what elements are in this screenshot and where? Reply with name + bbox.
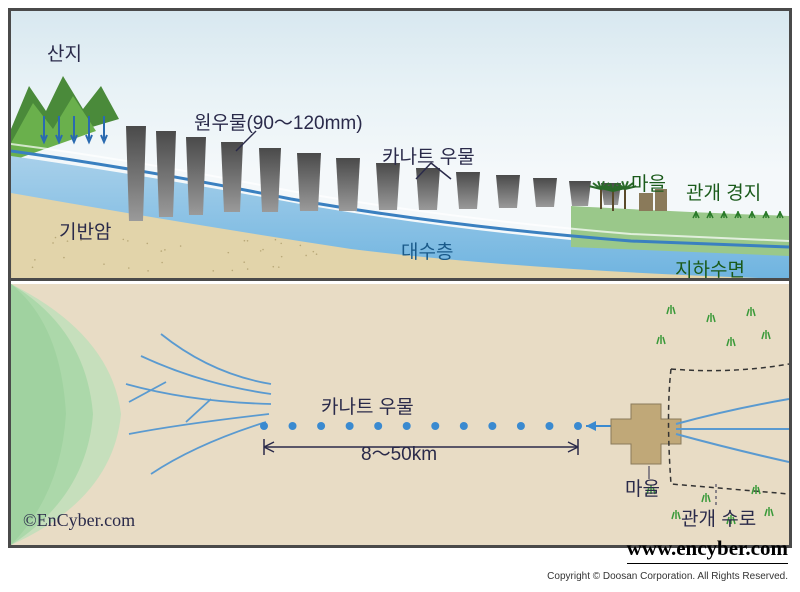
encyber-watermark: ©EnCyber.com — [23, 510, 135, 531]
label-irrigated-land: 관개 경지 — [686, 178, 761, 205]
panel-cross-section: 산지 원우물(90～120mm) 카나트 우물 마을 관개 경지 기반암 대수층… — [11, 11, 789, 281]
diagram-border: 산지 원우물(90～120mm) 카나트 우물 마을 관개 경지 기반암 대수층… — [8, 8, 792, 548]
website-link[interactable]: www.encyber.com — [627, 536, 788, 564]
copyright-text: Copyright © Doosan Corporation. All Righ… — [547, 571, 788, 582]
label-aquifer: 대수층 — [401, 237, 453, 264]
label-water-table: 지하수면 — [675, 255, 745, 281]
label-distance: 8～50km — [361, 439, 437, 466]
label-qanat-well-bottom: 카나트 우물 — [321, 392, 414, 419]
label-bedrock: 기반암 — [59, 217, 111, 244]
diagram-frame: 산지 원우물(90～120mm) 카나트 우물 마을 관개 경지 기반암 대수층… — [0, 0, 800, 592]
label-village-top: 마을 — [631, 169, 666, 196]
panel-plan-view: 카나트 우물 8～50km 마을 관개 수로 ©EnCyber.com — [11, 284, 789, 545]
label-village-bottom: 마을 — [625, 474, 660, 501]
label-mother-well: 원우물(90～120mm) — [194, 108, 363, 135]
label-irrigation-channel: 관개 수로 — [681, 504, 756, 531]
label-qanat-well-top: 카나트 우물 — [382, 142, 475, 169]
label-mountain: 산지 — [47, 39, 82, 66]
